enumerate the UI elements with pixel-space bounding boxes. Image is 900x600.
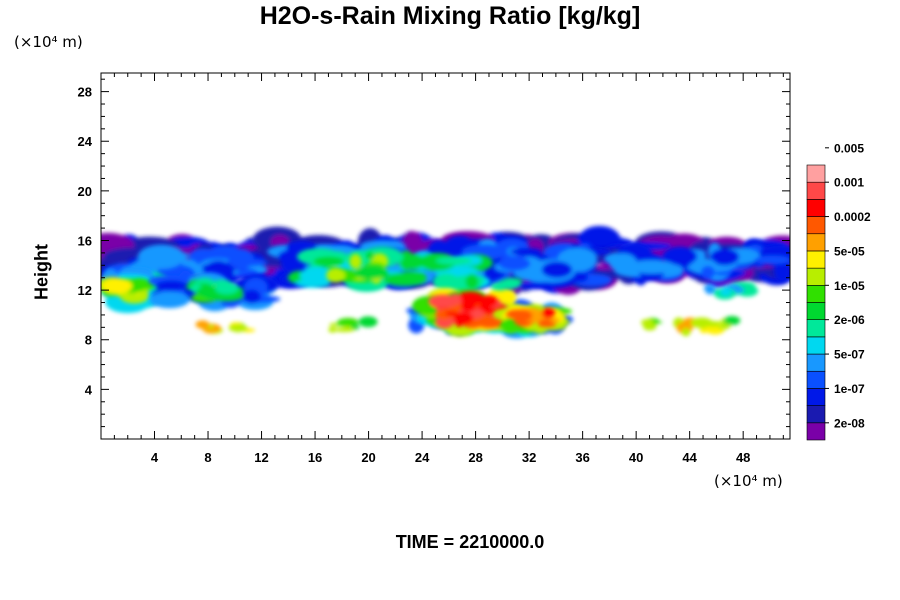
colorbar-swatch xyxy=(806,267,826,286)
x-tick-label: 16 xyxy=(308,450,322,465)
y-tick-label: 20 xyxy=(78,184,92,199)
plot-frame xyxy=(100,72,791,440)
time-footer: TIME = 2210000.0 xyxy=(395,532,545,552)
upper-layer-yellow-cell xyxy=(314,251,391,284)
x-tick-label: 4 xyxy=(151,450,159,465)
central-rain-maximum xyxy=(428,291,509,329)
x-unit-label: (×10⁴ m) xyxy=(714,472,783,490)
colorbar-label: 2e-08 xyxy=(834,416,865,430)
secondary-rain-core xyxy=(506,307,561,328)
y-unit-label: (×10⁴ m) xyxy=(14,33,83,51)
colorbar-swatch xyxy=(806,422,826,441)
colorbar-swatch xyxy=(806,181,826,200)
rain-field xyxy=(101,225,790,339)
x-tick-label: 28 xyxy=(468,450,482,465)
y-tick-label: 12 xyxy=(78,283,92,298)
x-tick-label: 44 xyxy=(682,450,697,465)
colorbar-label: 5e-05 xyxy=(834,244,865,258)
colorbar-swatch xyxy=(806,216,826,235)
y-tick-label: 28 xyxy=(78,85,92,100)
chart-title: H2O-s-Rain Mixing Ratio [kg/kg] xyxy=(259,2,641,30)
colorbar-label: 2e-06 xyxy=(834,313,865,327)
patch-x30 xyxy=(490,277,523,291)
x-tick-label: 36 xyxy=(575,450,589,465)
colorbar-label: 0.0002 xyxy=(834,210,871,224)
colorbar-label: 0.001 xyxy=(834,176,864,190)
patch-x11 xyxy=(228,322,256,333)
x-tick-label: 24 xyxy=(415,450,430,465)
x-tick-label: 40 xyxy=(629,450,643,465)
colorbar-label: 5e-07 xyxy=(834,348,865,362)
patch-right-mid xyxy=(703,281,759,300)
y-tick-label: 16 xyxy=(78,233,92,248)
y-tick-label: 4 xyxy=(85,382,93,397)
colorbar-swatch xyxy=(806,319,826,338)
colorbar-swatch xyxy=(806,233,826,252)
left-cloud-core xyxy=(101,277,155,304)
y-tick-label: 24 xyxy=(78,134,93,149)
colorbar-label: 0.005 xyxy=(834,141,864,155)
colorbar-swatch xyxy=(806,370,826,389)
colorbar-label: 1e-05 xyxy=(834,279,865,293)
colorbar-swatch xyxy=(806,199,826,217)
colorbar-swatch xyxy=(806,285,826,303)
colorbar-label: 1e-07 xyxy=(834,382,865,396)
x-tick-label: 12 xyxy=(254,450,268,465)
mid-left-cloud-core xyxy=(185,277,244,303)
colorbar-swatch xyxy=(806,353,826,372)
patch-x44 xyxy=(673,317,725,337)
colorbar-swatch xyxy=(806,302,826,320)
x-tick-label: 8 xyxy=(204,450,211,465)
colorbar-swatch xyxy=(806,388,826,406)
upper-layer-right-core xyxy=(604,238,790,282)
colorbar-swatch xyxy=(806,250,826,269)
x-tick-label: 48 xyxy=(736,450,750,465)
patch-x47 xyxy=(718,315,741,330)
colorbar-swatch xyxy=(806,164,826,183)
x-tick-label: 20 xyxy=(361,450,375,465)
y-tick-label: 8 xyxy=(85,333,92,348)
patch-x41 xyxy=(640,317,663,331)
patch-x8 xyxy=(195,320,223,334)
colorbar-swatch xyxy=(806,336,826,355)
patch-x18 xyxy=(328,316,378,333)
colorbar-swatch xyxy=(806,405,826,424)
x-tick-label: 32 xyxy=(522,450,536,465)
